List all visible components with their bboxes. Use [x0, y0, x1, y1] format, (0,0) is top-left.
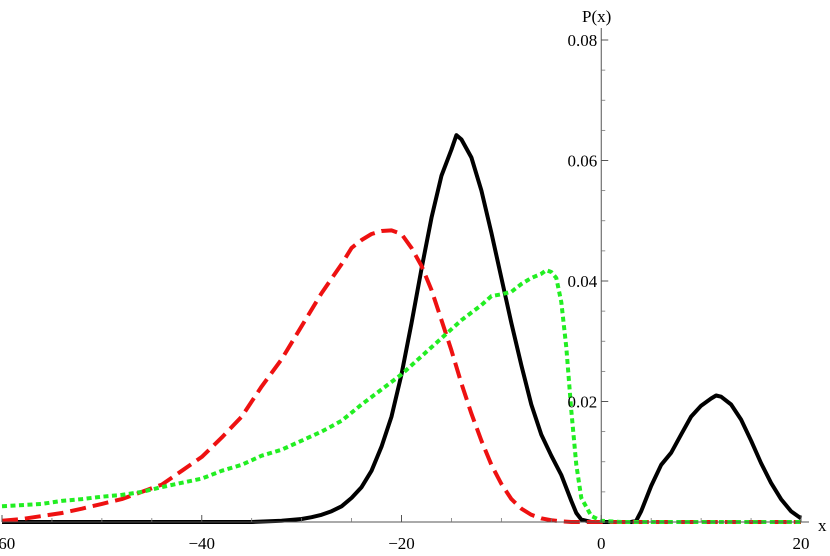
series-line-3	[1, 268, 801, 524]
x-tick-label: −60	[0, 534, 15, 553]
x-tick-label: 0	[597, 534, 606, 553]
y-tick-label: 0.08	[568, 31, 598, 50]
series-layer	[1, 133, 803, 524]
series-line-1	[2, 133, 803, 524]
y-tick-label: 0.02	[568, 393, 598, 412]
y-tick-label: 0.06	[568, 152, 598, 171]
x-tick-label: −40	[188, 534, 215, 553]
x-tick-label: −20	[388, 534, 415, 553]
ticks-layer: −60 −40 −20 0 20 0.02 0.04 0.06 0.08	[0, 31, 810, 553]
axes-layer	[2, 28, 809, 523]
series-line-2	[1, 228, 801, 524]
x-axis-label: x	[818, 516, 827, 535]
y-tick-label: 0.04	[568, 272, 598, 291]
y-axis-label: P(x)	[582, 7, 611, 26]
x-tick-label: 20	[793, 534, 810, 553]
